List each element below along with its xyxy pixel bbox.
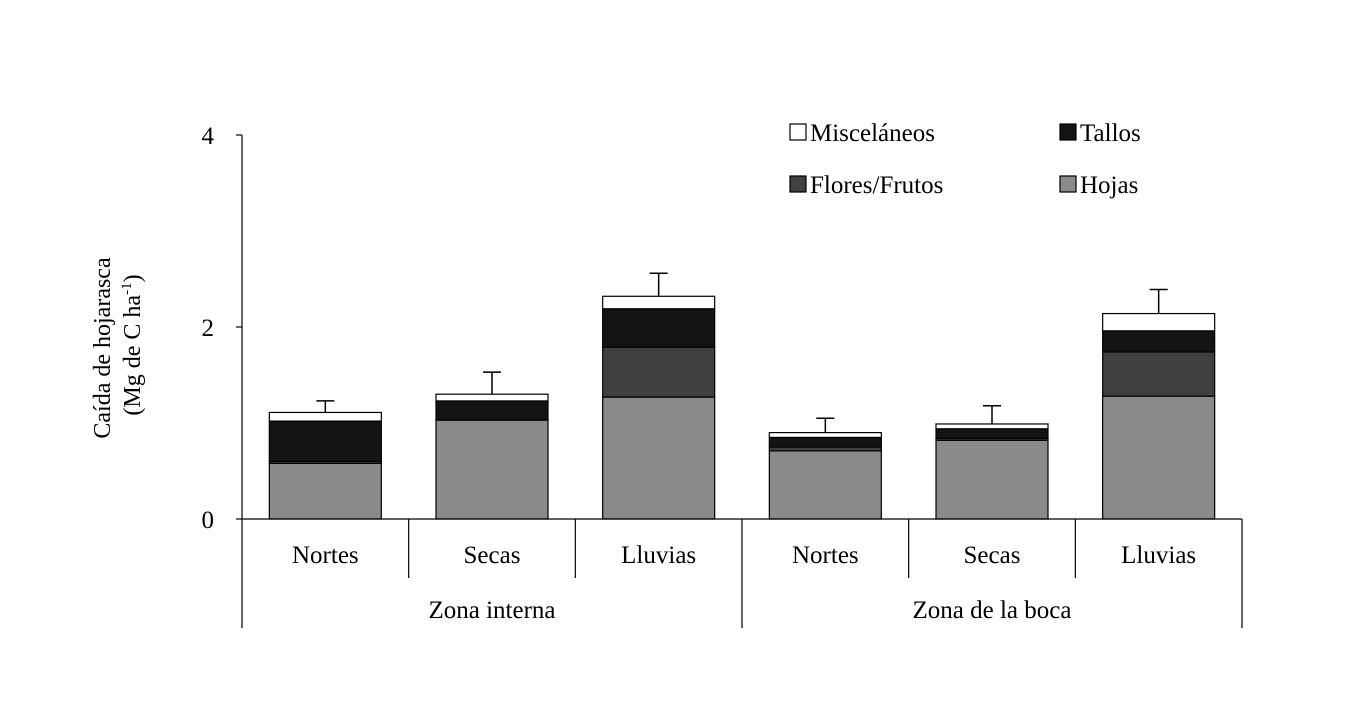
bar-segment-hojas [602,396,716,520]
legend-swatch [1059,175,1077,193]
y-axis-title-line2: (Mg de C ha-1) [119,274,146,415]
legend: Misceláneos Tallos Flores/Frutos Hojas [789,120,1141,199]
bars-layer [268,272,1216,520]
ticks-layer: 0 2 4 [202,123,242,534]
y-axis-title-superscript: -1 [119,282,135,295]
x-labels-layer: Nortes Secas Lluvias Nortes Secas Lluvias Zona… [292,519,1243,628]
y-axis-title-line1: Caída de hojarasca [90,257,116,439]
bar-segment-tallos [768,436,882,448]
x-group-label: Zona de la boca [913,597,1072,624]
bar-segment-tallos [935,428,1049,439]
x-category-label: Nortes [292,542,359,569]
bar-segment-miscel-neos [602,295,716,310]
legend-label: Tallos [1080,120,1141,147]
bar-segment-flores-frutos [1102,351,1216,397]
bar-segment-tallos [602,308,716,348]
bar-segment-hojas [1102,395,1216,520]
legend-swatch [789,175,807,193]
y-tick-label: 0 [202,507,215,534]
bar-segment-miscel-neos [768,432,882,439]
legend-label: Misceláneos [810,120,935,147]
x-category-label: Secas [964,542,1021,569]
legend-swatch [1059,123,1077,141]
bar-segment-miscel-neos [435,393,549,402]
bar-segment-flores-frutos [602,346,716,398]
bar-segment-hojas [935,439,1049,520]
bar-segment-tallos [268,420,382,462]
y-axis-title-line2-text: (Mg de C ha [120,295,146,416]
y-axis-title-line2-end: ) [120,274,146,282]
bar-segment-hojas [268,462,382,520]
bar-segment-hojas [768,450,882,520]
bar-segment-hojas [435,419,549,520]
x-category-label: Lluvias [621,542,696,569]
bar-segment-miscel-neos [1102,312,1216,332]
bar-segment-miscel-neos [935,423,1049,430]
bar-segment-tallos [435,400,549,421]
bar-segment-tallos [1102,330,1216,353]
x-category-label: Lluvias [1121,542,1196,569]
legend-label: Hojas [1080,172,1138,199]
y-tick-label: 4 [202,123,215,150]
y-tick-label: 2 [202,315,215,342]
x-category-label: Nortes [792,542,859,569]
legend-label: Flores/Frutos [810,172,943,199]
bar-segment-miscel-neos [268,411,382,422]
legend-swatch [789,123,807,141]
x-category-label: Secas [464,542,521,569]
y-axis-title: Caída de hojarasca (Mg de C ha-1) [90,251,146,438]
x-group-label: Zona interna [428,597,555,624]
